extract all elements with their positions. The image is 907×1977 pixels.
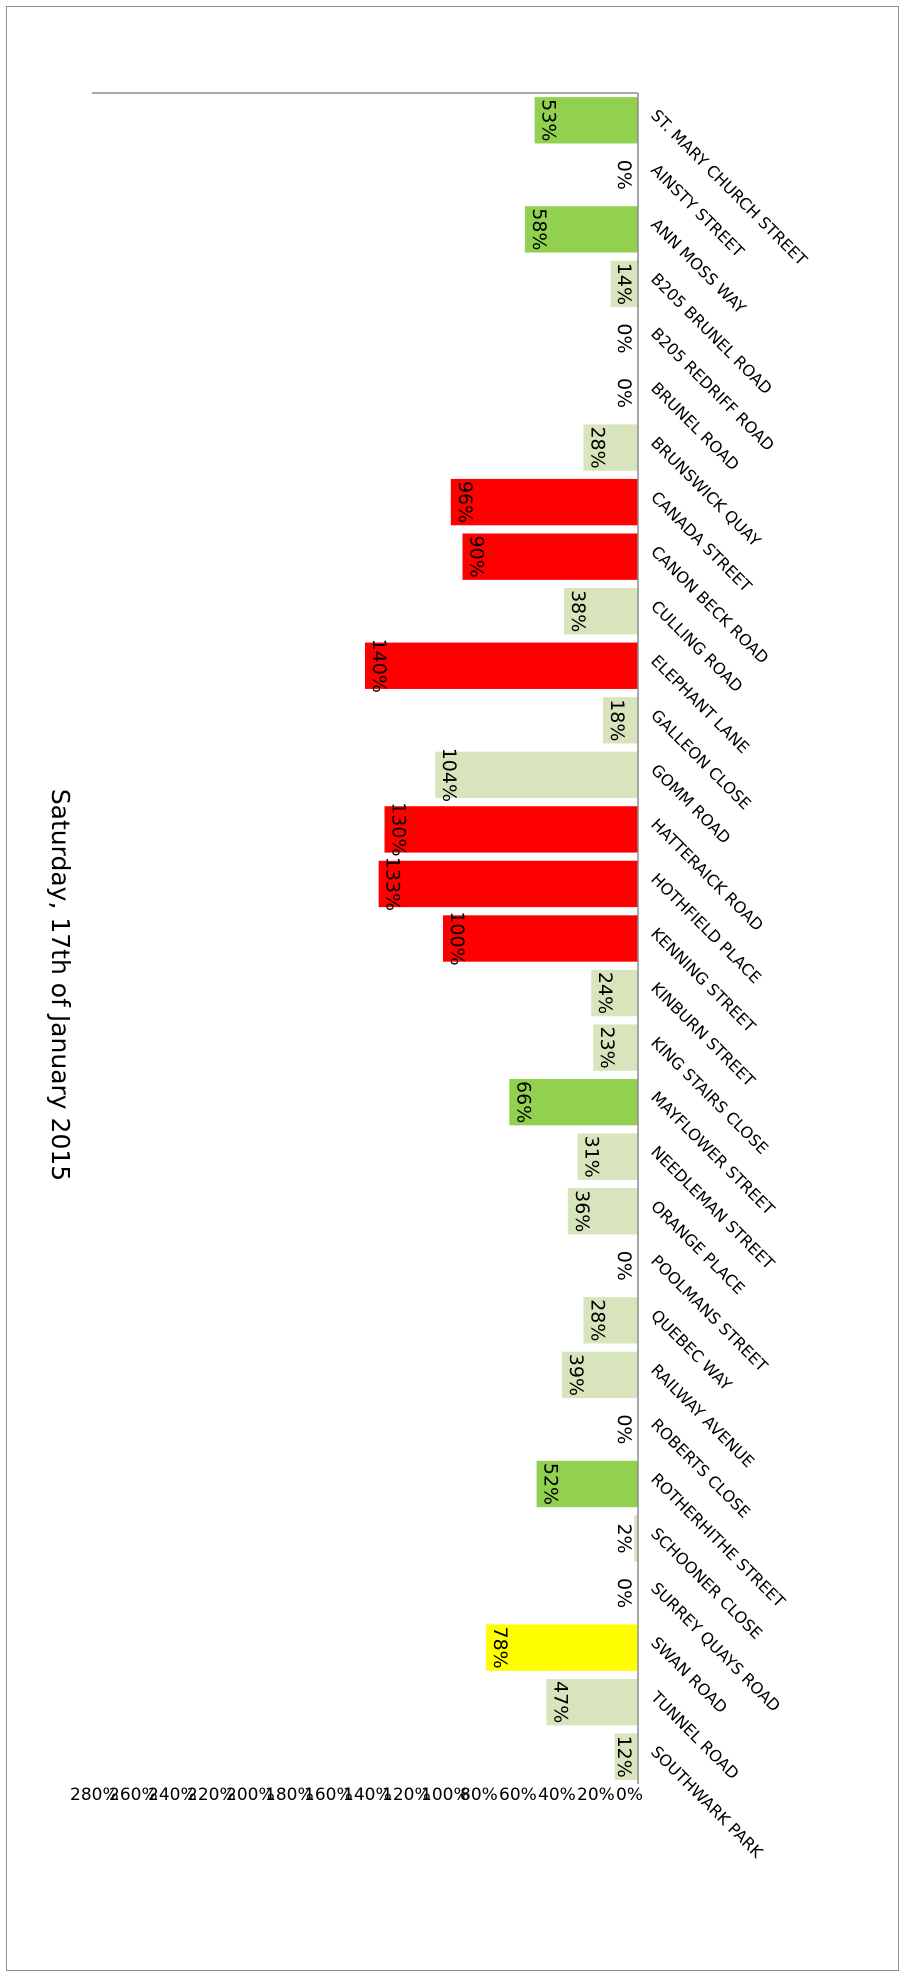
bar — [634, 1515, 638, 1562]
bar — [561, 1351, 638, 1399]
data-label: 36% — [571, 1190, 593, 1232]
x-tick-label: KINBURN STREET — [647, 978, 759, 1090]
data-label: 0% — [613, 1251, 635, 1281]
x-tick-label: ELEPHANT LANE — [647, 651, 753, 757]
data-label: 0% — [613, 323, 635, 353]
bar — [524, 206, 638, 253]
x-tick-label: KENNING STREET — [647, 924, 759, 1036]
bar — [536, 1460, 638, 1508]
data-label: 133% — [382, 857, 404, 911]
x-tick-label: ANN MOSS WAY — [647, 215, 750, 318]
data-label: 18% — [606, 699, 628, 741]
y-tick-label: 80% — [460, 1785, 498, 1805]
x-tick-label: CULLING ROAD — [647, 597, 746, 696]
x-tick-label: AINSTY STREET — [647, 160, 748, 261]
bar — [443, 915, 638, 962]
data-label: 28% — [586, 1299, 608, 1341]
data-label: 130% — [388, 802, 410, 856]
bar — [593, 1024, 638, 1071]
y-tick-label: 60% — [499, 1785, 537, 1805]
data-label: 0% — [613, 1578, 635, 1608]
x-tick-label: ORANGE PLACE — [647, 1197, 748, 1298]
data-label: 52% — [540, 1463, 562, 1505]
data-label: 39% — [565, 1354, 587, 1396]
bar — [435, 751, 638, 799]
bar — [365, 642, 638, 689]
data-label: 58% — [528, 208, 550, 250]
y-tick-label: 120% — [382, 1785, 431, 1805]
bar — [378, 860, 638, 908]
value-labels-group: 53%0%58%14%0%0%28%96%90%38%140%18%104%13… — [368, 99, 635, 1778]
data-label: 23% — [596, 1026, 618, 1068]
data-label: 53% — [538, 99, 560, 141]
y-tick-label: 160% — [304, 1785, 353, 1805]
bar — [485, 1624, 638, 1671]
data-label: 2% — [613, 1523, 635, 1553]
bar — [602, 697, 638, 744]
bar — [614, 1733, 638, 1780]
y-tick-label: 200% — [226, 1785, 275, 1805]
data-label: 78% — [489, 1627, 511, 1669]
bar — [509, 1078, 638, 1126]
bars-group — [365, 97, 638, 1780]
x-tick-label: RAILWAY AVENUE — [647, 1360, 758, 1471]
x-tick-label: GALLEON CLOSE — [647, 706, 755, 814]
data-label: 90% — [466, 536, 488, 578]
bar — [610, 260, 638, 308]
data-label: 100% — [446, 911, 468, 965]
y-tick-label: 100% — [421, 1785, 470, 1805]
data-label: 38% — [567, 590, 589, 632]
y-axis: 0%20%40%60%80%100%120%140%160%180%200%22… — [70, 92, 643, 1805]
chart-title: Saturday, 17th of January 2015 — [46, 789, 75, 1181]
y-tick-label: 40% — [538, 1785, 576, 1805]
data-label: 140% — [368, 639, 390, 693]
y-tick-label: 260% — [109, 1785, 158, 1805]
bar — [563, 588, 638, 635]
data-label: 14% — [613, 263, 635, 305]
chart-frame — [6, 6, 899, 1971]
y-tick-label: 0% — [616, 1785, 643, 1805]
y-tick-label: 220% — [187, 1785, 236, 1805]
bar — [534, 97, 638, 144]
bar — [577, 1133, 638, 1180]
x-tick-label: CANADA STREET — [647, 488, 755, 596]
data-label: 96% — [454, 481, 476, 523]
bar — [546, 1678, 638, 1726]
data-label: 0% — [613, 378, 635, 408]
x-tick-label: ROBERTS CLOSE — [647, 1415, 754, 1522]
bar — [583, 1297, 638, 1344]
bar — [384, 806, 638, 853]
data-label: 47% — [549, 1681, 571, 1723]
bar — [462, 533, 638, 580]
data-label: 12% — [613, 1736, 635, 1778]
data-label: 66% — [512, 1081, 534, 1123]
data-label: 24% — [594, 972, 616, 1014]
data-label: 28% — [586, 426, 608, 468]
bar — [450, 478, 638, 526]
data-label: 0% — [613, 1414, 635, 1444]
bar — [583, 424, 638, 471]
data-label: 0% — [613, 160, 635, 190]
y-tick-label: 180% — [265, 1785, 314, 1805]
bar — [567, 1188, 638, 1235]
y-tick-label: 140% — [343, 1785, 392, 1805]
y-tick-label: 20% — [577, 1785, 615, 1805]
y-tick-label: 280% — [70, 1785, 119, 1805]
bar — [591, 969, 638, 1017]
data-label: 31% — [581, 1136, 603, 1178]
y-tick-label: 240% — [148, 1785, 197, 1805]
data-label: 104% — [438, 748, 460, 802]
